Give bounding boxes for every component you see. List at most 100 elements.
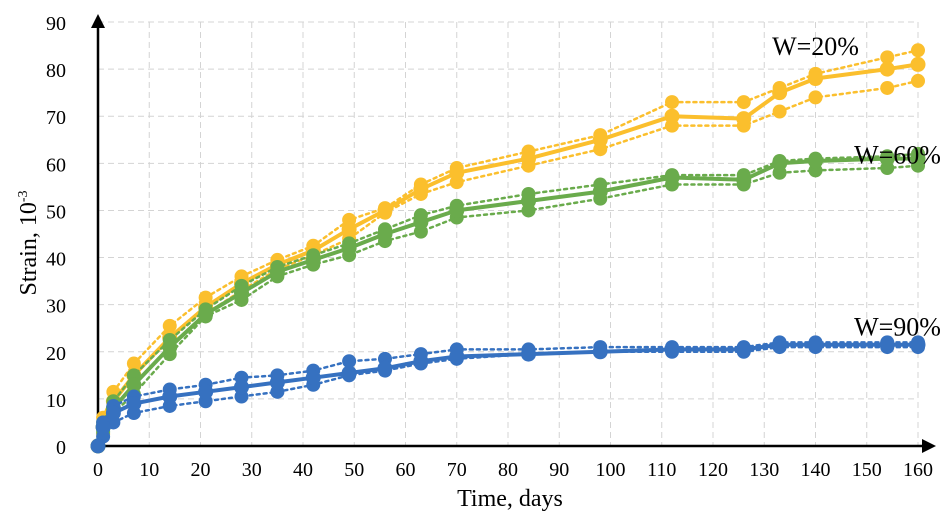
series-mean-point [377,226,393,242]
x-tick-label: 80 [498,459,518,481]
series-upper-point [665,95,679,110]
x-tick-label: 100 [596,459,626,481]
y-tick-label: 0 [56,437,66,459]
x-axis-title: Time, days [457,486,563,512]
series-mean-point [341,365,357,381]
series-mean-point [664,341,680,357]
series-mean-point [910,151,926,167]
y-tick-label: 10 [46,390,66,412]
series-mean-point [234,285,249,301]
series-mean-point [592,344,608,360]
series-mean-point [413,181,429,197]
series-mean-point [162,339,178,355]
x-tick-label: 50 [344,459,364,481]
series-upper-point [911,43,925,58]
series-mean-point [521,346,536,362]
series-annotation: W=90% [854,312,941,341]
x-tick-label: 40 [293,459,313,481]
series-mean-point [808,153,823,169]
x-axis-arrow [922,439,936,453]
series-mean-point [736,341,752,357]
series-mean-point [162,389,178,405]
y-axis-title-main: Strain, 10 [16,202,42,295]
series-mean-point [413,353,429,369]
series-mean-point [90,438,106,454]
series-mean-point [126,377,142,393]
series-mean-point [341,221,357,237]
series-mean-point [198,306,214,322]
series-mean-point [305,370,321,386]
x-tick-label: 120 [698,459,728,481]
series-mean-point [269,374,285,390]
series-mean-point [305,252,321,268]
series-lower-point [808,90,823,105]
x-tick-label: 130 [749,459,779,481]
series-mean-point [198,384,214,400]
x-tick-label: 60 [396,459,416,481]
series-lower-point [911,73,925,88]
series-group [90,335,926,454]
series-upper-point [736,95,751,110]
series-lower-point [880,80,895,95]
series-mean-point [413,214,429,230]
series-mean-point [449,202,465,218]
series-mean-point [879,151,895,167]
series-mean-point [808,337,823,353]
y-axis-arrow [91,14,105,28]
series-mean-point [449,165,465,181]
y-axis-title: Strain, 10-3 [16,191,42,296]
series-mean-point [341,240,357,256]
y-tick-label: 50 [46,201,66,223]
x-tick-label: 160 [903,459,933,481]
y-tick-label: 40 [46,249,66,271]
y-tick-label: 30 [46,296,66,318]
series-upper-point [126,356,141,371]
x-tick-label: 20 [191,459,211,481]
axes: 0 10 20 30 40 50 60 70 80 90 100 110 120 130 140 150 160… [46,13,936,481]
series-upper-line [96,341,920,448]
series-lower-point [772,104,787,119]
series-mean-point [592,132,608,148]
series-mean-point [808,71,823,87]
series-mean-point [105,405,121,421]
series-mean-point [234,379,249,395]
series-mean-point [269,264,285,280]
series-upper-point [880,50,895,65]
y-tick-label: 20 [46,343,66,365]
series-mean-point [736,172,752,188]
x-tick-label: 10 [139,459,159,481]
x-tick-label: 90 [549,459,569,481]
x-tick-label: 30 [242,459,262,481]
series-mean-point [521,151,536,167]
series-mean-point [664,169,680,185]
series-mean-point [377,360,393,376]
series-upper-point [162,318,177,333]
series-mean-point [449,348,465,364]
series-mean-point [664,108,680,124]
y-tick-label: 90 [46,13,66,35]
x-tick-label: 0 [93,459,103,481]
series-mean-point [521,193,536,209]
x-tick-label: 150 [852,459,882,481]
series-annotation: W=20% [772,32,859,61]
y-axis-title-exponent: -3 [16,191,31,203]
series-mean-point [879,337,895,353]
series-mean-point [736,111,752,127]
x-tick-label: 110 [647,459,676,481]
series-mean-point [592,184,608,200]
x-tick-label: 70 [447,459,467,481]
series-mean-point [772,85,788,101]
series-annotation: W=60% [854,140,941,169]
y-tick-label: 60 [46,154,66,176]
series-upper-point [342,354,357,369]
labels: Time, days Strain, 10-3 W=20% W=60% W=90% [16,32,941,512]
series-mean-point [910,337,926,353]
y-tick-label: 70 [46,107,66,129]
series-mean-point [910,56,926,72]
grid [98,21,919,446]
series-mean-point [879,61,895,77]
series-mean-point [126,396,142,412]
series-layer [90,43,926,454]
series-mean-point [377,202,393,218]
